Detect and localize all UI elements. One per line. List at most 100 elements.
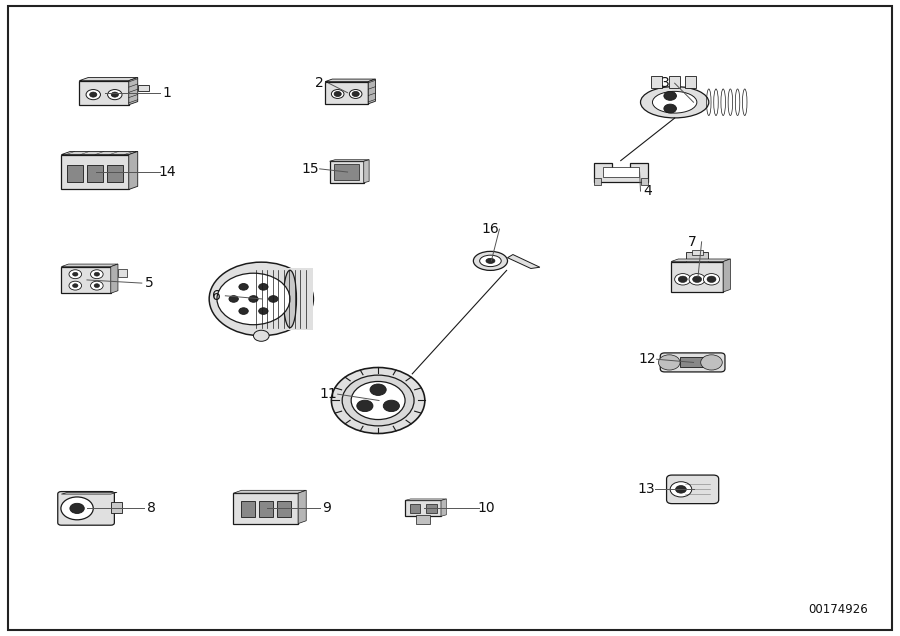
Circle shape [248,296,258,302]
Text: 00174926: 00174926 [808,604,868,616]
Polygon shape [233,490,306,493]
Circle shape [701,355,723,370]
Polygon shape [129,151,138,190]
Text: 9: 9 [322,501,331,515]
Bar [246,268,313,330]
Circle shape [679,276,688,282]
Circle shape [670,481,692,497]
Bar [680,357,706,368]
FancyBboxPatch shape [58,492,114,525]
Bar [325,81,368,104]
Circle shape [70,503,85,513]
Bar [405,501,441,516]
Polygon shape [441,499,446,516]
Ellipse shape [480,255,501,266]
Circle shape [258,284,268,290]
Circle shape [659,355,680,370]
Bar [79,81,129,105]
Circle shape [664,104,677,113]
Bar [671,261,724,292]
Circle shape [334,92,341,97]
Circle shape [351,382,405,420]
Circle shape [94,284,100,287]
Circle shape [108,90,122,100]
Polygon shape [298,490,306,523]
Circle shape [217,273,290,325]
Circle shape [342,375,414,426]
Ellipse shape [284,270,296,328]
Text: 10: 10 [477,501,495,515]
Polygon shape [61,492,117,494]
Bar [61,266,111,293]
Bar [641,178,648,184]
Polygon shape [594,163,648,181]
Bar [594,178,601,184]
Circle shape [331,368,425,434]
Polygon shape [61,151,138,155]
Circle shape [69,270,82,279]
Polygon shape [508,254,540,268]
Polygon shape [129,78,138,105]
Circle shape [352,92,359,97]
Text: 15: 15 [302,162,319,176]
Polygon shape [325,79,375,81]
Circle shape [73,284,78,287]
Bar [107,165,123,181]
Polygon shape [405,499,446,501]
Circle shape [707,276,716,282]
Circle shape [693,276,702,282]
Bar [686,76,697,88]
Circle shape [209,262,313,336]
Circle shape [238,308,248,314]
Text: 11: 11 [320,387,338,401]
Bar [240,501,255,517]
Bar [111,502,122,513]
Bar [692,250,703,255]
Bar [61,155,129,190]
Circle shape [689,273,706,285]
Circle shape [370,384,386,396]
Circle shape [254,330,269,342]
Bar [410,504,420,513]
Circle shape [704,273,720,285]
Bar [276,501,291,517]
Bar [652,76,662,88]
Circle shape [112,92,119,97]
FancyBboxPatch shape [667,475,719,504]
Circle shape [61,497,94,520]
Ellipse shape [486,258,495,263]
Circle shape [69,281,82,290]
Text: 8: 8 [148,501,156,515]
Bar [138,85,148,92]
Circle shape [676,485,687,493]
Text: 3: 3 [662,76,670,90]
Text: 1: 1 [163,86,171,100]
Text: 14: 14 [158,165,176,179]
Circle shape [91,270,104,279]
Bar [233,493,298,523]
Circle shape [258,308,268,314]
Text: 4: 4 [644,184,652,198]
Circle shape [238,284,248,290]
Bar [687,252,708,261]
Circle shape [73,272,78,276]
Polygon shape [364,160,369,183]
Text: 7: 7 [688,235,697,249]
Circle shape [86,90,101,100]
Circle shape [356,400,373,411]
Text: 6: 6 [212,289,220,303]
Polygon shape [368,79,375,104]
Bar [334,165,359,179]
Circle shape [90,92,97,97]
Circle shape [664,92,677,100]
Bar [670,76,680,88]
Circle shape [91,281,104,290]
Polygon shape [61,264,118,266]
Bar [416,515,430,524]
Bar [87,165,104,181]
Text: 2: 2 [315,76,324,90]
FancyBboxPatch shape [661,353,725,372]
Circle shape [383,400,400,411]
Circle shape [94,272,100,276]
Polygon shape [671,259,731,261]
